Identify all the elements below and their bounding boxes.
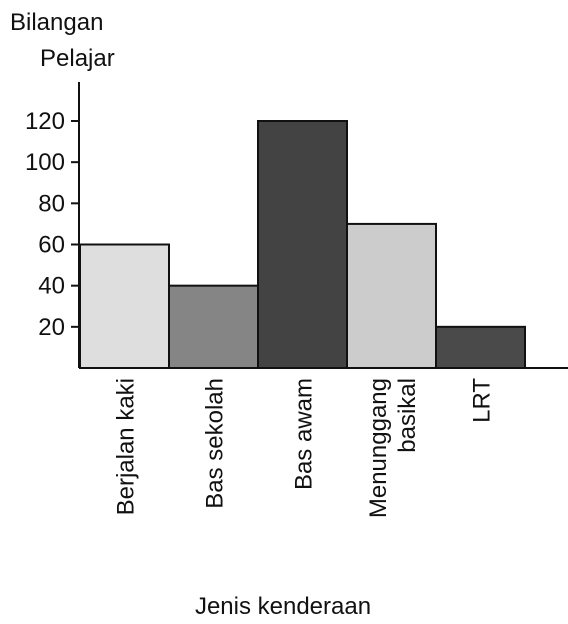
x-category-label: basikal [394,378,421,453]
bar [168,284,259,369]
y-tick-label: 20 [38,314,65,341]
y-tick-label: 40 [38,273,65,300]
y-tick-label: 100 [25,149,65,176]
bars [79,120,526,370]
y-axis-label-line: Pelajar [40,45,115,72]
y-ticks: 20 40 60 80 100 120 [25,108,79,341]
y-tick-label: 60 [38,232,65,259]
x-axis-label: Jenis kenderaan [195,593,371,619]
y-tick-label: 80 [38,190,65,217]
x-category-labels: Berjalan kaki Bas sekolah Bas awam Menungga… [113,378,496,518]
y-tick-label: 120 [25,108,65,135]
x-category-label: Menunggang [365,378,392,518]
x-category-label: Bas awam [291,378,318,490]
bar [79,243,170,369]
bar [257,120,348,369]
x-category-label: Bas sekolah [202,378,229,509]
x-category-label: LRT [469,378,496,423]
bar [346,222,437,369]
bar [435,325,526,370]
x-category-label: Berjalan kaki [113,378,140,515]
y-axis-label-line: Bilangan [10,9,103,36]
y-axis-label: Bilangan Pelajar [10,9,115,72]
